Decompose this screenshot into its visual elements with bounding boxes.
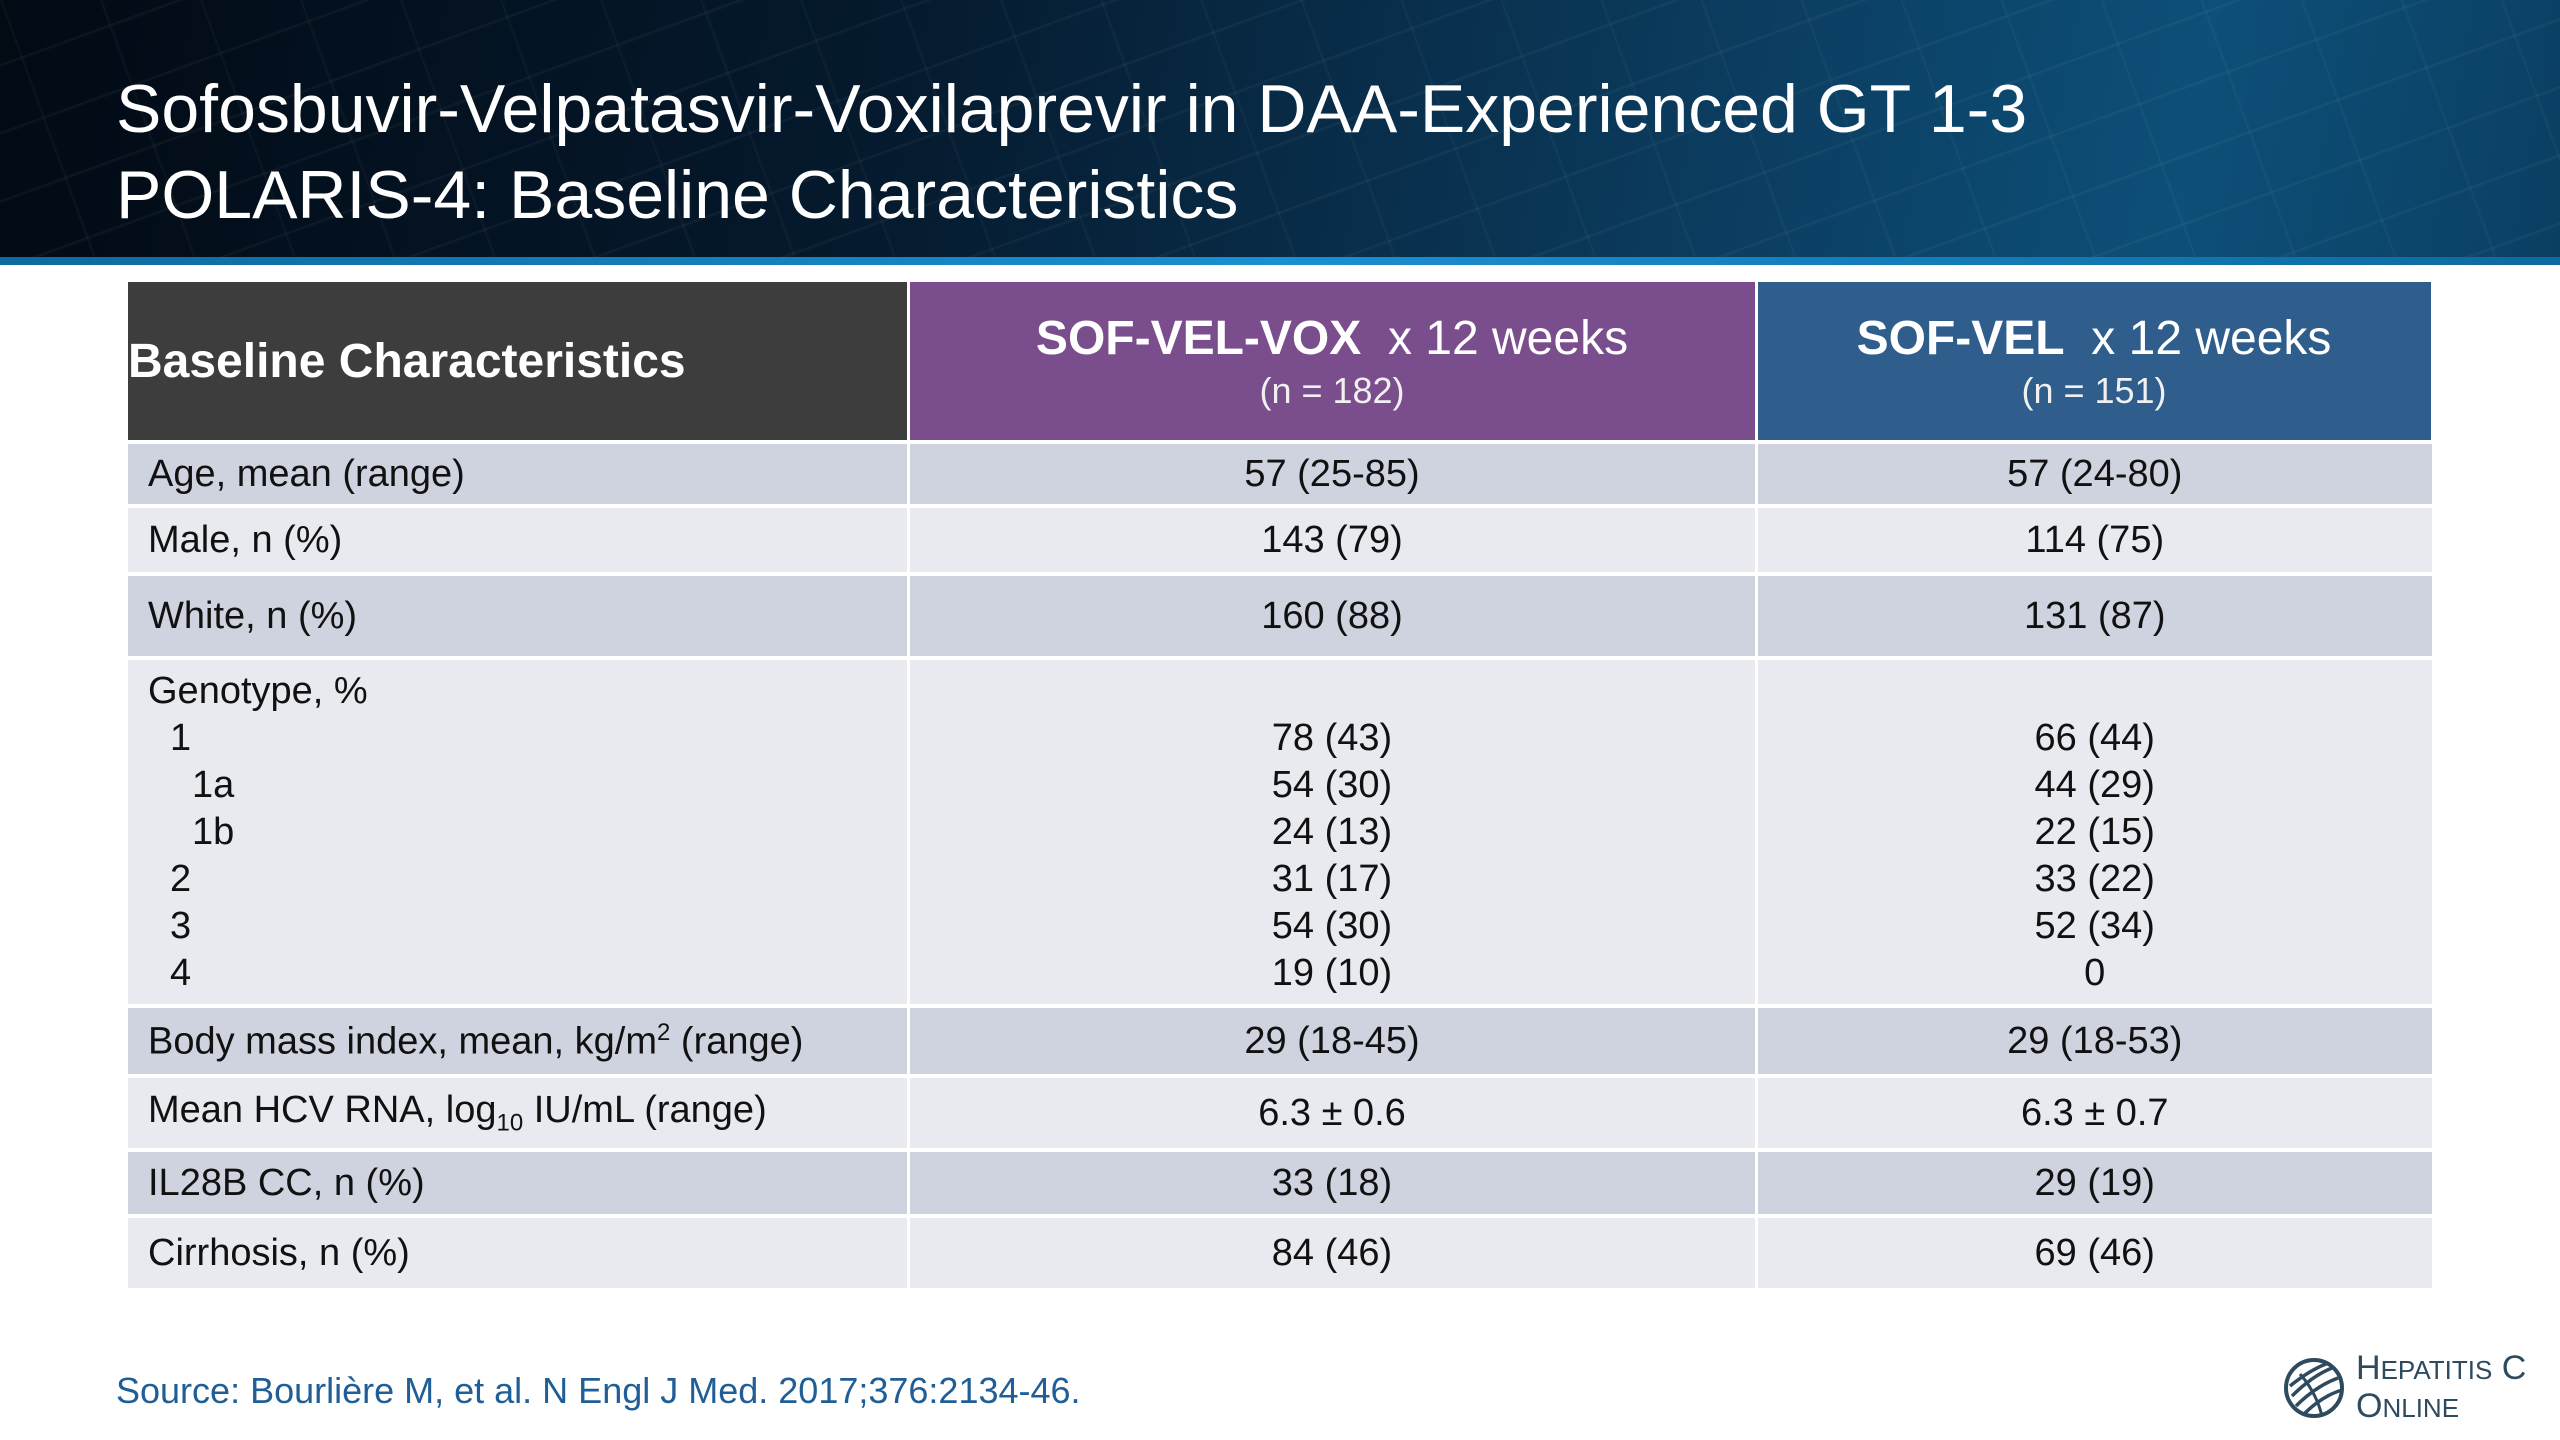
bmi-label-range: (range) (670, 1020, 804, 1063)
table-row-hcv-rna: Mean HCV RNA, log10 IU/mL (range) 6.3 ± … (128, 1074, 2432, 1150)
header-baseline-characteristics: Baseline Characteristics (128, 282, 910, 442)
genotype-1b-vel: 22 (15) (2034, 810, 2155, 853)
table-row-il28b: IL28B CC, n (%) 33 (18) 29 (19) (128, 1148, 2432, 1216)
genotype-4-label: 4 (170, 951, 192, 994)
logo-nline: NLINE (2382, 1393, 2460, 1423)
cell-sof-vel-vox: 84 (46) (908, 1214, 1758, 1288)
header-sof-vel-weeks: x 12 weeks (2091, 312, 2332, 365)
genotype-1-label: 1 (170, 716, 192, 759)
cell-sof-vel-vox: 57 (25-85) (908, 440, 1758, 506)
genotype-1b-vox: 24 (13) (1271, 810, 1393, 853)
header-stripe (0, 257, 2560, 265)
genotype-sof-vel-vox: 78 (43) 54 (30) 24 (13) 31 (17) 54 (30) … (908, 656, 1758, 1006)
hcv-label-text: Mean HCV RNA, log (148, 1088, 497, 1131)
cell-sof-vel: 114 (75) (1756, 504, 2432, 574)
table-row-cirrhosis: Cirrhosis, n (%) 84 (46) 69 (46) (128, 1214, 2432, 1288)
logo-h: H (2356, 1349, 2381, 1387)
bmi-label-text: Body mass index, mean, kg/m (148, 1020, 657, 1063)
row-label-hcv: Mean HCV RNA, log10 IU/mL (range) (128, 1074, 910, 1150)
genotype-1a-label: 1a (192, 763, 235, 806)
header-sof-vel-vox-n: (n = 182) (1259, 370, 1405, 411)
genotype-1-vel: 66 (44) (2034, 716, 2155, 759)
cell-sof-vel-vox: 160 (88) (908, 572, 1758, 658)
genotype-1a-vel: 44 (29) (2034, 763, 2155, 806)
genotype-1b-label: 1b (192, 810, 235, 853)
genotype-3-vel: 52 (34) (2034, 904, 2155, 947)
cell-sof-vel: 29 (18-53) (1756, 1004, 2432, 1076)
cell-sof-vel: 6.3 ± 0.7 (1756, 1074, 2432, 1150)
hepatitis-c-online-logo: HEPATITIS C ONLINE (2282, 1348, 2542, 1428)
logo-c: C (2501, 1349, 2527, 1387)
cell-sof-vel-vox: 6.3 ± 0.6 (908, 1074, 1758, 1150)
genotype-4-vel: 0 (2084, 951, 2106, 994)
cell-sof-vel-vox: 33 (18) (908, 1148, 1758, 1216)
row-label: Cirrhosis, n (%) (128, 1214, 910, 1288)
baseline-characteristics-table: Baseline Characteristics SOF-VEL-VOX x 1… (128, 282, 2434, 1288)
slide-title: Sofosbuvir-Velpatasvir-Voxilaprevir in D… (116, 66, 2416, 238)
cell-sof-vel: 29 (19) (1756, 1148, 2432, 1216)
genotype-2-vox: 31 (17) (1271, 857, 1393, 900)
header-sof-vel-vox-name: SOF-VEL-VOX (1035, 312, 1362, 365)
source-citation: Source: Bourlière M, et al. N Engl J Med… (116, 1370, 1081, 1411)
table-row-white: White, n (%) 160 (88) 131 (87) (128, 572, 2432, 658)
row-label: Age, mean (range) (128, 440, 910, 506)
table-header-row: Baseline Characteristics SOF-VEL-VOX x 1… (128, 282, 2434, 442)
table-row-male: Male, n (%) 143 (79) 114 (75) (128, 504, 2432, 574)
genotype-4-vox: 19 (10) (1271, 951, 1393, 994)
genotype-1a-vox: 54 (30) (1271, 763, 1393, 806)
globe-icon (2284, 1358, 2344, 1418)
table-row-age: Age, mean (range) 57 (25-85) 57 (24-80) (128, 440, 2432, 506)
logo-epatitis: EPATITIS (2380, 1355, 2493, 1385)
hcv-label-units: IU/mL (range) (523, 1088, 767, 1131)
row-label: Male, n (%) (128, 504, 910, 574)
table-row-bmi: Body mass index, mean, kg/m2 (range) 29 … (128, 1004, 2432, 1076)
header-sof-vel-vox-weeks: x 12 weeks (1387, 312, 1629, 365)
row-label: IL28B CC, n (%) (128, 1148, 910, 1216)
hcv-label-subscript: 10 (496, 1109, 524, 1137)
genotype-3-label: 3 (170, 904, 192, 947)
header-sof-vel-n: (n = 151) (2021, 370, 2167, 411)
genotype-2-label: 2 (170, 857, 192, 900)
genotype-2-vel: 33 (22) (2034, 857, 2155, 900)
header-sof-vel: SOF-VEL x 12 weeks (n = 151) (1756, 282, 2434, 442)
slide-header: Sofosbuvir-Velpatasvir-Voxilaprevir in D… (0, 0, 2560, 265)
header-sof-vel-vox: SOF-VEL-VOX x 12 weeks (n = 182) (908, 282, 1758, 442)
cell-sof-vel: 131 (87) (1756, 572, 2432, 658)
logo-o: O (2356, 1387, 2383, 1425)
bmi-label-superscript: 2 (657, 1018, 671, 1046)
genotype-sof-vel: 66 (44) 44 (29) 22 (15) 33 (22) 52 (34) … (1756, 656, 2432, 1006)
cell-sof-vel: 69 (46) (1756, 1214, 2432, 1288)
row-label: White, n (%) (128, 572, 910, 658)
title-line-1: Sofosbuvir-Velpatasvir-Voxilaprevir in D… (116, 71, 2028, 147)
header-sof-vel-name: SOF-VEL (1856, 312, 2065, 365)
genotype-heading: Genotype, % (148, 669, 368, 712)
cell-sof-vel-vox: 29 (18-45) (908, 1004, 1758, 1076)
title-line-2: POLARIS-4: Baseline Characteristics (116, 157, 1239, 233)
genotype-3-vox: 54 (30) (1271, 904, 1393, 947)
row-label-bmi: Body mass index, mean, kg/m2 (range) (128, 1004, 910, 1076)
cell-sof-vel-vox: 143 (79) (908, 504, 1758, 574)
logo-wordmark: HEPATITIS C ONLINE (2356, 1350, 2526, 1426)
genotype-labels: Genotype, % 1 1a 1b 2 3 4 (128, 656, 910, 1006)
table-row-genotype: Genotype, % 1 1a 1b 2 3 4 78 (43) 54 (30… (128, 656, 2432, 1006)
cell-sof-vel: 57 (24-80) (1756, 440, 2432, 506)
genotype-1-vox: 78 (43) (1271, 716, 1393, 759)
